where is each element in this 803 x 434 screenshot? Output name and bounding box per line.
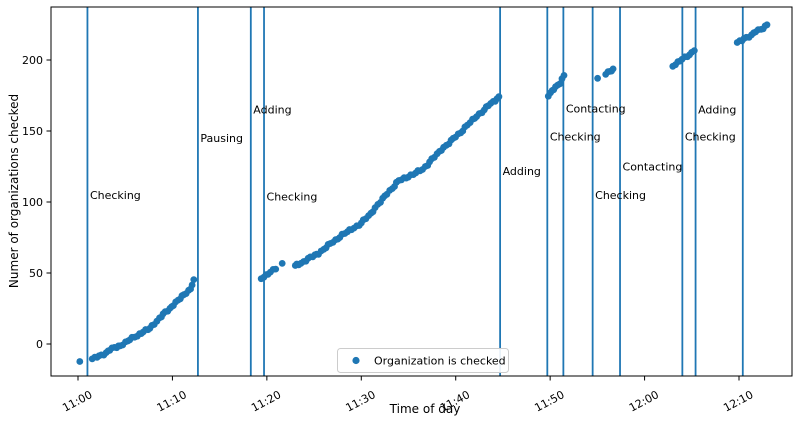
scatter-point [190, 276, 198, 283]
scatter-point [609, 65, 617, 73]
scatter-point [763, 21, 771, 29]
x-axis-label: Time of day [389, 402, 461, 416]
event-label: Adding [253, 104, 291, 117]
y-tick-label: 100 [22, 196, 43, 209]
scatter-point [76, 358, 84, 365]
event-label: Contacting [566, 102, 626, 115]
y-tick-label: 50 [29, 267, 43, 280]
y-tick-label: 150 [22, 125, 43, 138]
scatter-point [594, 74, 601, 82]
scatter-point [560, 72, 568, 79]
y-tick-label: 200 [22, 54, 43, 67]
event-label: Pausing [200, 132, 243, 145]
scatter-point [690, 47, 698, 54]
legend-marker-dot [352, 356, 360, 365]
event-lines-layer [86, 7, 744, 376]
event-label: Checking [267, 190, 318, 203]
legend: Organization is checked [337, 348, 509, 373]
scatter-point [495, 93, 503, 101]
y-axis-ticks: 0 50 100 150 200 [22, 54, 51, 351]
legend-label: Organization is checked [374, 355, 506, 368]
scatter-points-layer [76, 21, 771, 365]
event-label: Checking [595, 189, 646, 202]
legend-box [337, 348, 509, 373]
plot-border [50, 6, 793, 377]
scatter-point [556, 80, 564, 88]
event-label: Contacting [623, 161, 683, 174]
event-annotations-layer: Checking Pausing Adding Checking Adding Check… [90, 102, 736, 203]
y-axis-label: Numer of organizations checked [7, 94, 21, 288]
event-label: Checking [550, 131, 601, 144]
event-label: Adding [503, 165, 541, 178]
event-label: Checking [685, 131, 736, 144]
scatter-point [272, 265, 280, 273]
scatter-point [188, 281, 196, 289]
scatter-point [278, 260, 286, 267]
event-label: Checking [90, 189, 141, 202]
event-label: Adding [698, 104, 736, 117]
y-tick-label: 0 [36, 338, 43, 351]
